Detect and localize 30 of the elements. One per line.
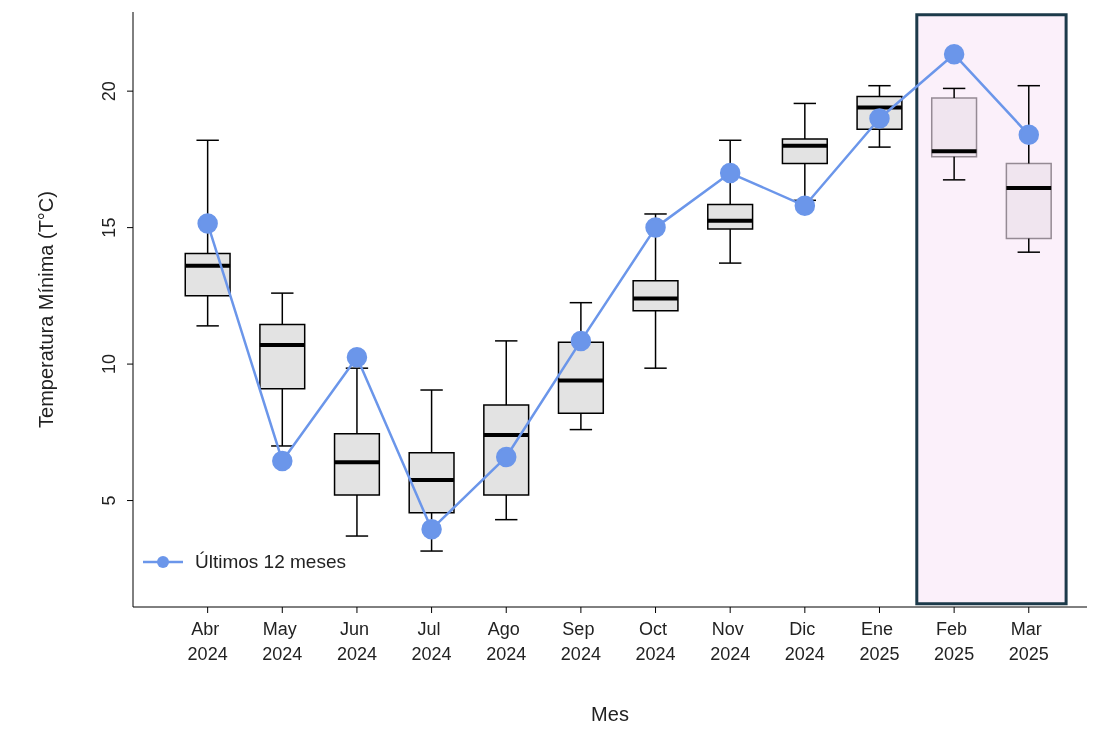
point <box>645 217 666 238</box>
x-tick-label: Oct 2024 <box>635 619 676 664</box>
x-tick-label: Feb 2025 <box>934 619 975 664</box>
x-tick-label: Jun 2024 <box>336 619 377 664</box>
x-tick-label: Nov 2024 <box>710 619 751 664</box>
x-tick-label: Ene 2025 <box>859 619 900 664</box>
point <box>719 162 741 184</box>
point <box>421 518 442 540</box>
point <box>794 195 816 217</box>
x-axis-title: Mes <box>591 703 629 725</box>
x-tick-label: May 2024 <box>262 619 303 664</box>
x-tick-label: Sep 2024 <box>560 619 601 664</box>
x-tick-label: Dic 2024 <box>784 619 825 664</box>
point <box>346 347 368 368</box>
y-tick-label: 5 <box>99 495 119 506</box>
point <box>1018 124 1040 146</box>
point <box>943 44 965 65</box>
point <box>197 213 218 234</box>
point <box>495 446 517 468</box>
x-tick-label: Ago 2024 <box>486 619 527 664</box>
y-tick-label: 10 <box>99 354 119 375</box>
x-tick-label: Jul 2024 <box>411 619 452 664</box>
x-tick-label: Mar 2025 <box>1008 619 1049 664</box>
y-tick-label: 20 <box>99 81 119 102</box>
x-tick-label: Abr 2024 <box>187 619 228 664</box>
point <box>570 330 592 352</box>
legend-label: Últimos 12 meses <box>195 551 346 573</box>
point <box>272 450 293 472</box>
y-axis-title: Temperatura Mínima (T°C) <box>35 191 58 428</box>
y-tick-label: 15 <box>99 217 119 238</box>
